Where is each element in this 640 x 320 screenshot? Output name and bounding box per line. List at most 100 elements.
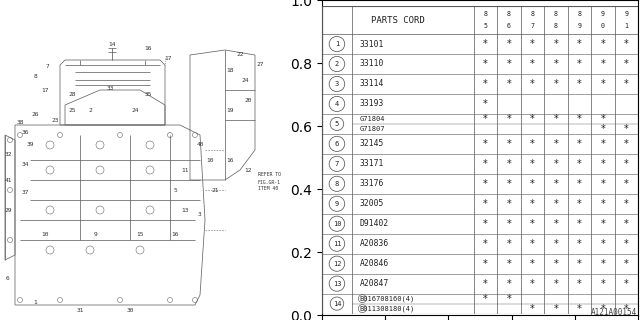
Text: *: * bbox=[600, 124, 605, 134]
Text: *: * bbox=[483, 219, 488, 229]
Text: *: * bbox=[554, 239, 558, 249]
Text: *: * bbox=[530, 199, 535, 209]
Text: 7: 7 bbox=[46, 65, 50, 69]
Text: *: * bbox=[624, 139, 628, 149]
Text: *: * bbox=[554, 259, 558, 269]
Text: *: * bbox=[483, 39, 488, 49]
Text: *: * bbox=[577, 59, 582, 69]
Text: 24: 24 bbox=[241, 77, 249, 83]
Text: B016708160(4): B016708160(4) bbox=[360, 295, 415, 302]
Text: *: * bbox=[554, 114, 558, 124]
Text: *: * bbox=[530, 239, 535, 249]
Text: *: * bbox=[624, 199, 628, 209]
Text: 1: 1 bbox=[335, 41, 339, 47]
Text: 1: 1 bbox=[33, 300, 37, 305]
Text: 5: 5 bbox=[483, 23, 488, 29]
Text: 4: 4 bbox=[335, 101, 339, 107]
Text: *: * bbox=[506, 279, 511, 289]
Text: 9: 9 bbox=[93, 233, 97, 237]
Text: 33171: 33171 bbox=[360, 159, 384, 168]
Text: 34: 34 bbox=[21, 163, 29, 167]
Text: *: * bbox=[554, 59, 558, 69]
Text: 8: 8 bbox=[483, 11, 488, 17]
Text: 16: 16 bbox=[172, 233, 179, 237]
Text: *: * bbox=[600, 239, 605, 249]
Text: 18: 18 bbox=[227, 68, 234, 73]
Text: 11: 11 bbox=[333, 241, 341, 247]
Text: *: * bbox=[600, 219, 605, 229]
Text: *: * bbox=[530, 139, 535, 149]
Text: 19: 19 bbox=[227, 108, 234, 113]
Text: *: * bbox=[506, 59, 511, 69]
Text: *: * bbox=[624, 219, 628, 229]
Text: *: * bbox=[530, 219, 535, 229]
Text: *: * bbox=[554, 159, 558, 169]
Text: *: * bbox=[554, 219, 558, 229]
Text: *: * bbox=[530, 59, 535, 69]
Text: A20836: A20836 bbox=[360, 239, 389, 248]
Text: 40: 40 bbox=[196, 142, 204, 148]
Text: 30: 30 bbox=[126, 308, 134, 313]
Text: 10: 10 bbox=[206, 157, 214, 163]
Text: *: * bbox=[483, 279, 488, 289]
Text: 17: 17 bbox=[164, 55, 172, 60]
Text: *: * bbox=[600, 179, 605, 189]
Text: *: * bbox=[554, 279, 558, 289]
Text: *: * bbox=[483, 139, 488, 149]
Text: *: * bbox=[577, 304, 582, 314]
Text: *: * bbox=[577, 159, 582, 169]
Text: 8: 8 bbox=[531, 11, 534, 17]
Text: 14: 14 bbox=[108, 43, 116, 47]
Text: 9: 9 bbox=[625, 11, 628, 17]
Text: *: * bbox=[577, 79, 582, 89]
Text: 3: 3 bbox=[335, 81, 339, 87]
Text: 9: 9 bbox=[601, 11, 605, 17]
Text: *: * bbox=[483, 79, 488, 89]
Text: *: * bbox=[600, 199, 605, 209]
Text: 17: 17 bbox=[41, 87, 49, 92]
Text: 7: 7 bbox=[531, 23, 534, 29]
Text: *: * bbox=[530, 39, 535, 49]
Text: *: * bbox=[506, 239, 511, 249]
Text: 13: 13 bbox=[333, 281, 341, 287]
Text: *: * bbox=[554, 79, 558, 89]
Text: 39: 39 bbox=[26, 142, 34, 148]
Text: *: * bbox=[577, 279, 582, 289]
Text: *: * bbox=[506, 39, 511, 49]
Text: 13: 13 bbox=[181, 207, 189, 212]
Text: 33114: 33114 bbox=[360, 79, 384, 88]
Text: *: * bbox=[506, 114, 511, 124]
Text: 32: 32 bbox=[4, 153, 12, 157]
Text: *: * bbox=[600, 114, 605, 124]
Text: *: * bbox=[530, 279, 535, 289]
Text: 9: 9 bbox=[577, 23, 581, 29]
Text: 5: 5 bbox=[173, 188, 177, 193]
Text: 25: 25 bbox=[68, 108, 76, 113]
Text: 12: 12 bbox=[244, 167, 252, 172]
Text: 6: 6 bbox=[6, 276, 10, 281]
Text: *: * bbox=[577, 179, 582, 189]
Text: 26: 26 bbox=[31, 113, 39, 117]
Text: 31: 31 bbox=[76, 308, 84, 313]
Text: 10: 10 bbox=[41, 233, 49, 237]
Text: *: * bbox=[624, 59, 628, 69]
Text: *: * bbox=[483, 114, 488, 124]
Text: *: * bbox=[577, 219, 582, 229]
Text: 8: 8 bbox=[554, 23, 558, 29]
Text: 1: 1 bbox=[625, 23, 628, 29]
Text: *: * bbox=[554, 199, 558, 209]
Text: 0: 0 bbox=[601, 23, 605, 29]
Text: REFER TO: REFER TO bbox=[258, 172, 281, 178]
Text: 36: 36 bbox=[21, 130, 29, 134]
Text: A20846: A20846 bbox=[360, 259, 389, 268]
Text: A20847: A20847 bbox=[360, 279, 389, 288]
Text: 37: 37 bbox=[21, 189, 29, 195]
Text: 28: 28 bbox=[68, 92, 76, 98]
Text: *: * bbox=[554, 39, 558, 49]
Text: *: * bbox=[506, 294, 511, 304]
Text: *: * bbox=[624, 259, 628, 269]
Text: *: * bbox=[483, 239, 488, 249]
Text: *: * bbox=[600, 159, 605, 169]
Text: 33101: 33101 bbox=[360, 40, 384, 49]
Text: 3: 3 bbox=[198, 212, 202, 218]
